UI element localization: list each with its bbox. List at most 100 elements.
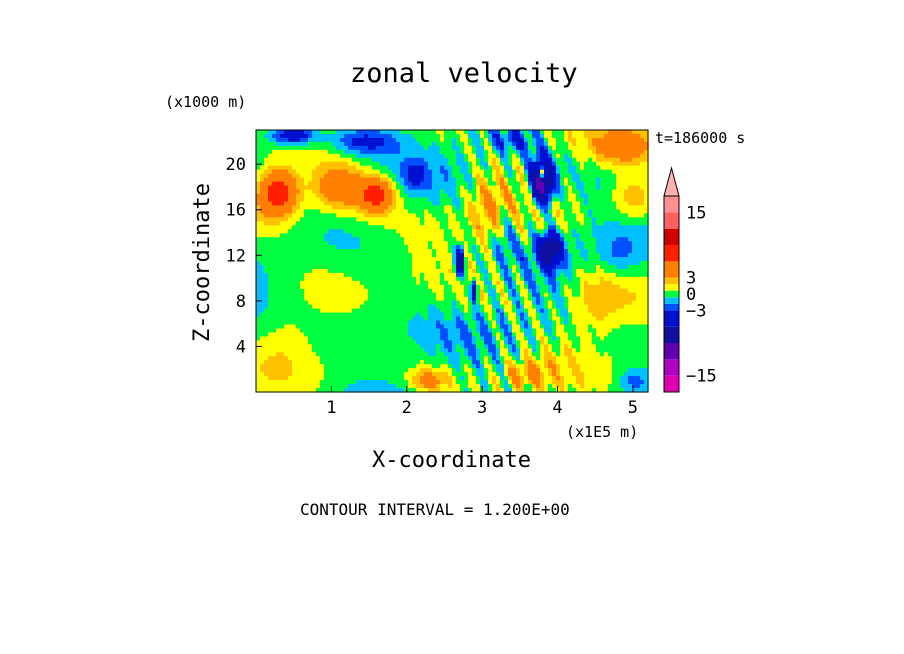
field-cell	[276, 296, 281, 302]
field-cell	[500, 157, 505, 163]
field-cell	[476, 237, 481, 242]
field-cell	[572, 261, 577, 266]
field-cell	[480, 217, 485, 222]
field-cell	[344, 229, 349, 234]
field-cell	[296, 145, 301, 151]
field-cell	[420, 141, 425, 147]
field-cell	[372, 137, 377, 143]
field-cell	[420, 209, 425, 214]
field-cell	[536, 181, 541, 187]
field-cell	[324, 213, 329, 218]
field-cell	[512, 157, 517, 163]
field-cell	[268, 130, 273, 135]
field-cell	[424, 249, 429, 254]
field-cell	[468, 133, 473, 139]
field-cell	[436, 157, 441, 163]
field-cell	[328, 324, 333, 330]
field-cell	[388, 241, 393, 246]
field-cell	[340, 241, 345, 246]
field-cell	[456, 181, 461, 187]
field-cell	[580, 312, 585, 318]
field-cell	[456, 213, 461, 218]
field-cell	[300, 253, 305, 258]
field-cell	[376, 233, 381, 238]
field-cell	[268, 296, 273, 302]
field-cell	[372, 264, 377, 270]
field-cell	[584, 137, 589, 143]
field-cell	[632, 201, 637, 207]
field-cell	[488, 276, 493, 282]
field-cell	[432, 141, 437, 147]
field-cell	[376, 328, 381, 334]
field-cell	[376, 320, 381, 326]
field-cell	[604, 304, 609, 310]
field-cell	[556, 197, 561, 203]
field-cell	[368, 308, 373, 314]
field-cell	[300, 241, 305, 246]
field-cell	[636, 161, 641, 167]
field-cell	[340, 229, 345, 234]
field-cell	[628, 284, 633, 290]
field-cell	[364, 153, 369, 159]
field-cell	[644, 165, 649, 171]
field-cell	[592, 173, 597, 179]
field-cell	[548, 157, 553, 163]
field-cell	[292, 229, 297, 234]
field-cell	[492, 261, 497, 266]
field-cell	[356, 197, 361, 203]
field-cell	[316, 280, 321, 286]
field-cell	[352, 245, 357, 250]
field-cell	[508, 253, 513, 258]
field-cell	[352, 253, 357, 258]
field-cell	[520, 300, 525, 306]
field-cell	[556, 272, 561, 278]
field-cell	[384, 253, 389, 258]
field-cell	[356, 249, 361, 254]
field-cell	[320, 241, 325, 246]
field-cell	[580, 189, 585, 195]
field-cell	[264, 181, 269, 187]
field-cell	[464, 217, 469, 222]
field-cell	[320, 213, 325, 218]
field-cell	[568, 304, 573, 310]
field-cell	[552, 217, 557, 222]
field-cell	[616, 193, 621, 199]
field-cell	[576, 165, 581, 171]
field-cell	[408, 229, 413, 234]
field-cell	[524, 292, 529, 298]
field-cell	[556, 189, 561, 195]
field-cell	[296, 249, 301, 254]
field-cell	[360, 157, 365, 163]
field-cell	[452, 209, 457, 214]
field-cell	[256, 280, 261, 286]
field-cell	[616, 189, 621, 195]
field-cell	[532, 324, 537, 330]
field-cell	[364, 130, 369, 135]
field-cell	[588, 304, 593, 310]
field-cell	[620, 145, 625, 151]
field-cell	[540, 304, 545, 310]
field-cell	[256, 229, 261, 234]
field-cell	[592, 137, 597, 143]
field-cell	[360, 328, 365, 334]
field-cell	[292, 221, 297, 226]
field-cell	[480, 261, 485, 266]
field-cell	[504, 324, 509, 330]
field-cell	[264, 241, 269, 246]
field-cell	[544, 304, 549, 310]
field-cell	[300, 133, 305, 139]
field-cell	[628, 173, 633, 179]
field-cell	[516, 157, 521, 163]
field-cell	[440, 165, 445, 171]
field-cell	[320, 304, 325, 310]
field-cell	[512, 264, 517, 270]
field-cell	[308, 205, 313, 210]
field-cell	[644, 145, 649, 151]
field-cell	[496, 261, 501, 266]
field-cell	[556, 320, 561, 326]
field-cell	[640, 205, 645, 210]
field-cell	[332, 245, 337, 250]
field-cell	[644, 261, 649, 266]
field-cell	[324, 157, 329, 163]
field-cell	[416, 253, 421, 258]
